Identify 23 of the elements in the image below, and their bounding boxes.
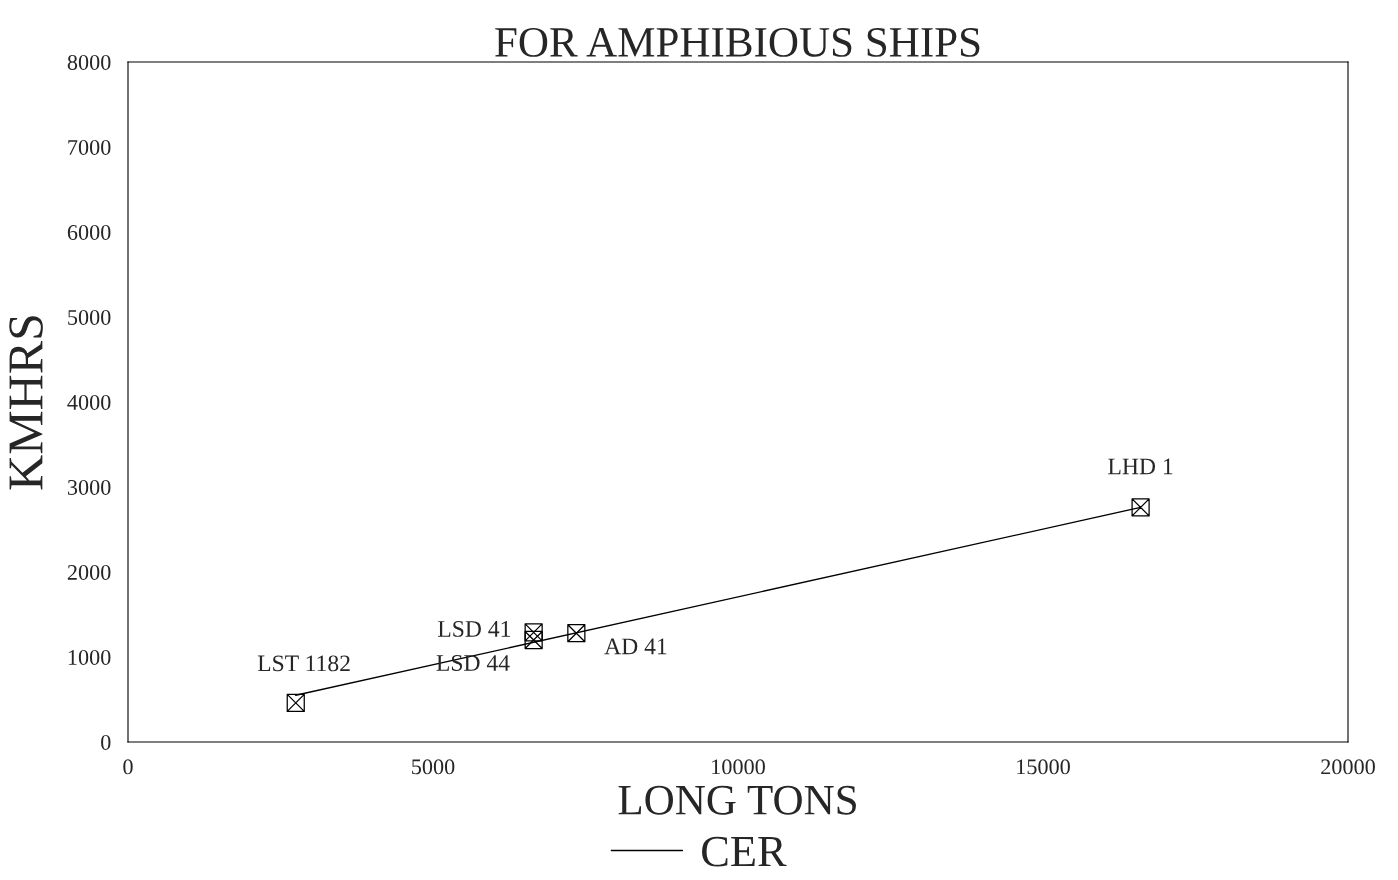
annotation: LHD 1	[1108, 458, 1173, 475]
chart-title: FOR AMPHIBIOUS SHIPS	[495, 27, 980, 57]
y-axis-title: KMHRS	[9, 316, 43, 490]
x-tick-label: 10000	[712, 759, 765, 775]
y-tick-label: 4000	[67, 394, 111, 410]
legend-label: CER	[702, 836, 787, 867]
y-tick-label: 1000	[68, 649, 111, 665]
y-tick-label: 3000	[67, 479, 111, 495]
annotation: LSD 44	[436, 655, 510, 671]
x-tick-label: 15000	[1017, 759, 1070, 775]
x-axis-title: LONG TONS	[618, 785, 856, 815]
annotation: LSD 41	[437, 621, 511, 637]
y-tick-label: 6000	[67, 224, 111, 240]
y-tick-label: 8000	[67, 54, 111, 70]
annotation: LST 1182	[257, 655, 350, 672]
x-tick-label: 0	[123, 759, 133, 775]
x-tick-label: 20000	[1321, 759, 1375, 775]
annotation: AD 41	[604, 638, 667, 655]
y-tick-label: 5000	[68, 309, 111, 325]
x-tick-label: 5000	[412, 759, 455, 775]
y-tick-label: 7000	[68, 139, 111, 155]
y-tick-label: 2000	[67, 564, 111, 580]
y-tick-label: 0	[101, 734, 111, 750]
